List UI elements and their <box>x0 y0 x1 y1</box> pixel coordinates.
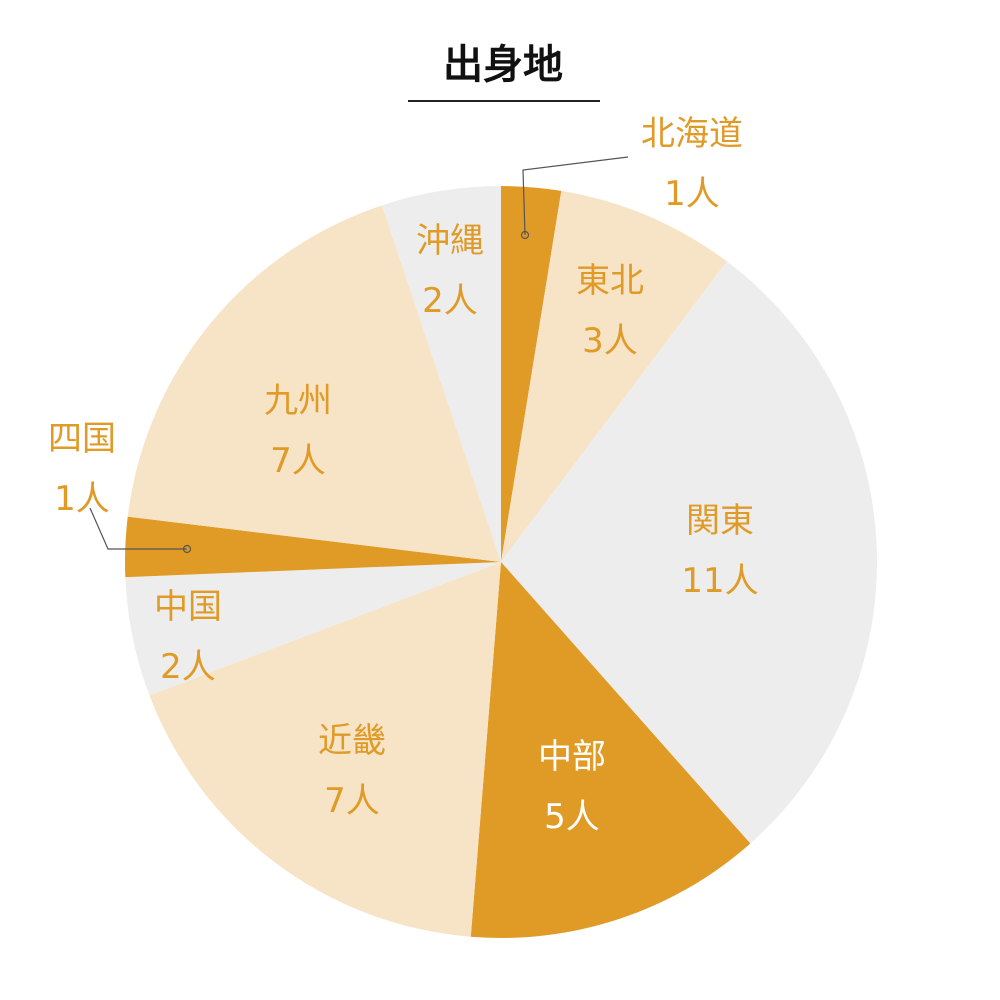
pie-slice-関東 <box>501 261 877 844</box>
value-label-四国: 1人 <box>54 479 110 519</box>
category-label-北海道: 北海道 <box>641 114 743 154</box>
category-label-近畿: 近畿 <box>318 721 386 761</box>
value-label-東北: 3人 <box>582 321 638 361</box>
category-label-四国: 四国 <box>48 419 116 459</box>
pie-slice-九州 <box>127 205 502 563</box>
leader-line-hokkaido-dot <box>520 230 530 240</box>
category-label-中部: 中部 <box>538 737 606 777</box>
category-label-中国: 中国 <box>154 587 222 627</box>
pie-slice-東北 <box>501 190 727 563</box>
pie-slice-北海道 <box>501 186 562 562</box>
value-label-沖縄: 2人 <box>422 281 478 321</box>
category-label-関東: 関東 <box>686 501 754 541</box>
value-label-近畿: 7人 <box>324 781 380 821</box>
pie-slice-近畿 <box>149 562 501 937</box>
value-label-九州: 7人 <box>270 441 326 481</box>
value-label-関東: 11人 <box>681 561 758 601</box>
leader-line-shikoku <box>89 507 187 550</box>
leader-line-shikoku-dot <box>182 544 192 554</box>
pie-slice-四国 <box>125 516 501 578</box>
chart-title: 出身地 <box>443 42 563 88</box>
category-label-九州: 九州 <box>264 381 332 421</box>
value-label-中国: 2人 <box>160 647 216 687</box>
value-label-北海道: 1人 <box>664 174 720 214</box>
category-label-沖縄: 沖縄 <box>416 221 484 261</box>
pie-slice-中部 <box>470 562 751 938</box>
pie-slice-沖縄 <box>381 186 501 562</box>
leader-line-hokkaido <box>522 156 629 236</box>
category-label-東北: 東北 <box>576 261 644 301</box>
pie-slice-中国 <box>125 562 502 696</box>
value-label-中部: 5人 <box>544 797 600 837</box>
